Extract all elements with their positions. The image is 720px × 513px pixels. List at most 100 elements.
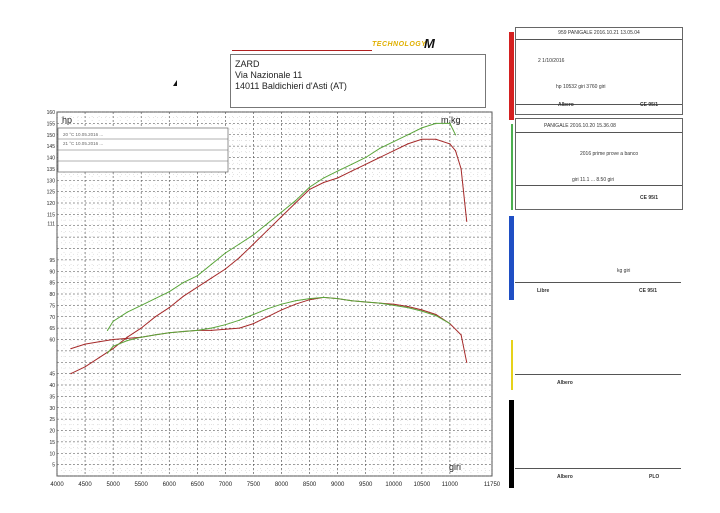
data-point-hp_b — [351, 163, 353, 165]
data-point-mkg_a — [252, 323, 255, 325]
data-point-hp_a — [98, 357, 100, 359]
data-point-mkg_b — [407, 307, 409, 309]
y-tick-label: 15 — [49, 440, 55, 446]
data-point-mkg_b — [112, 345, 114, 347]
y-tick-label: 20 — [49, 429, 55, 435]
dealer-info-box: ZARD Via Nazionale 11 14011 Baldichieri … — [230, 54, 486, 108]
card-right-label: CE 95/1 — [640, 102, 659, 108]
dealer-street: Via Nazionale 11 — [235, 70, 303, 80]
data-point-mkg_a — [407, 305, 409, 308]
y-tick-label: 5 — [52, 463, 55, 469]
run-card-5[interactable]: Albero PLO — [515, 396, 681, 488]
data-point-mkg_a — [435, 313, 437, 316]
run-color-stripe-yellow — [511, 340, 513, 390]
data-point-hp_a — [224, 268, 226, 270]
data-point-mkg_a — [466, 361, 468, 363]
data-point-hp_a — [379, 156, 381, 159]
data-point-hp_b — [393, 141, 395, 143]
run-card-1[interactable]: 959 PANIGALE 2016.10.21 13.05.04 2 1/10/… — [515, 27, 683, 115]
data-point-mkg_b — [365, 301, 367, 303]
data-point-mkg_b — [435, 315, 437, 317]
data-point-mkg_a — [84, 343, 86, 345]
card-left-label: Albero — [557, 380, 573, 386]
data-point-hp_a — [154, 316, 156, 318]
y-tick-label: 35 — [49, 394, 55, 400]
run-card-4[interactable]: Albero — [515, 302, 681, 394]
x-tick-label: 10500 — [413, 482, 430, 488]
data-point-hp_a — [351, 170, 353, 172]
dealer-city: 14011 Baldichieri d'Asti (AT) — [235, 81, 347, 91]
y-tick-label: 130 — [47, 178, 56, 184]
data-point-hp_b — [140, 304, 142, 306]
y-tick-label: 70 — [49, 315, 55, 321]
data-point-hp_b — [379, 147, 381, 149]
data-point-hp_a — [84, 366, 86, 368]
dealer-name: ZARD — [235, 59, 260, 69]
data-point-hp_b — [309, 186, 311, 188]
y-tick-label: 75 — [49, 303, 55, 309]
run-card-3[interactable]: kg giri Libre CE 95/1 — [515, 214, 681, 298]
card-left-label: Albero — [557, 474, 573, 480]
data-point-hp_a — [323, 181, 325, 184]
data-point-hp_a — [182, 295, 184, 297]
data-point-mkg_b — [393, 304, 395, 306]
data-point-mkg_b — [168, 332, 170, 334]
data-point-hp_a — [112, 348, 114, 350]
x-tick-label: 11750 — [484, 482, 501, 488]
data-point-mkg_b — [106, 352, 109, 354]
brand-wordmark: TECHNOLOGY — [372, 41, 427, 48]
y2-axis-label: m.kg — [441, 115, 461, 125]
y-tick-label: 150 — [47, 133, 56, 139]
series-line-mkg_b — [107, 296, 451, 354]
data-point-mkg_a — [210, 329, 212, 331]
data-point-mkg_b — [421, 310, 423, 312]
card-rule — [516, 39, 682, 40]
data-point-hp_b — [407, 134, 409, 136]
y-tick-label: 90 — [49, 269, 55, 275]
y-tick-label: 10 — [49, 451, 55, 457]
card-rule — [515, 282, 681, 283]
y-tick-label: 140 — [47, 156, 56, 162]
card-line-1: kg giri — [617, 268, 631, 274]
data-point-mkg_b — [238, 319, 240, 321]
y-tick-label: 65 — [49, 326, 55, 332]
data-point-hp_a — [365, 163, 367, 165]
data-point-hp_a — [266, 229, 269, 231]
data-point-mkg_a — [294, 303, 297, 305]
x-axis-label: giri — [449, 462, 461, 472]
card-right-label: CE 95/1 — [639, 288, 658, 294]
data-point-mkg_b — [266, 308, 269, 310]
y-axis-label: hp — [62, 115, 72, 125]
card-line-1: 2016 prime prove a banco — [580, 151, 639, 157]
data-point-mkg_b — [280, 303, 283, 305]
data-point-mkg_b — [196, 329, 198, 331]
x-tick-label: 4500 — [78, 482, 92, 488]
y-tick-label: 135 — [47, 167, 56, 173]
x-tick-label: 8000 — [275, 482, 289, 488]
card-header: 959 PANIGALE 2016.10.21 13.05.04 — [558, 30, 640, 36]
card-line-1: 2 1/10/2016 — [538, 58, 565, 64]
x-tick-label: 7500 — [247, 482, 261, 488]
y-tick-label: 60 — [49, 338, 55, 344]
data-point-hp_b — [294, 200, 297, 202]
data-point-hp_a — [460, 168, 462, 170]
y-tick-label: 30 — [49, 406, 55, 412]
data-point-hp_b — [112, 320, 114, 322]
data-point-mkg_a — [280, 309, 283, 311]
y-tick-label: 85 — [49, 281, 55, 287]
card-line-2: giri 11.1 ... 8.50 giri — [572, 177, 615, 183]
data-point-hp_a — [337, 177, 339, 179]
data-point-hp_a — [140, 327, 142, 329]
data-point-hp_b — [210, 263, 212, 265]
data-point-hp_a — [466, 220, 468, 222]
data-point-hp_b — [126, 311, 128, 313]
x-tick-label: 5000 — [106, 482, 120, 488]
x-tick-label: 6000 — [163, 482, 177, 488]
card-left-label: Libre — [537, 288, 550, 294]
data-point-hp_b — [435, 122, 437, 124]
data-point-mkg_b — [323, 296, 325, 298]
data-point-hp_a — [407, 143, 409, 145]
run-card-2[interactable]: PANIGALE 2016.10.20 15.36.08 2016 prime … — [515, 118, 683, 210]
x-tick-label: 11000 — [442, 482, 459, 488]
data-point-mkg_a — [266, 316, 269, 318]
